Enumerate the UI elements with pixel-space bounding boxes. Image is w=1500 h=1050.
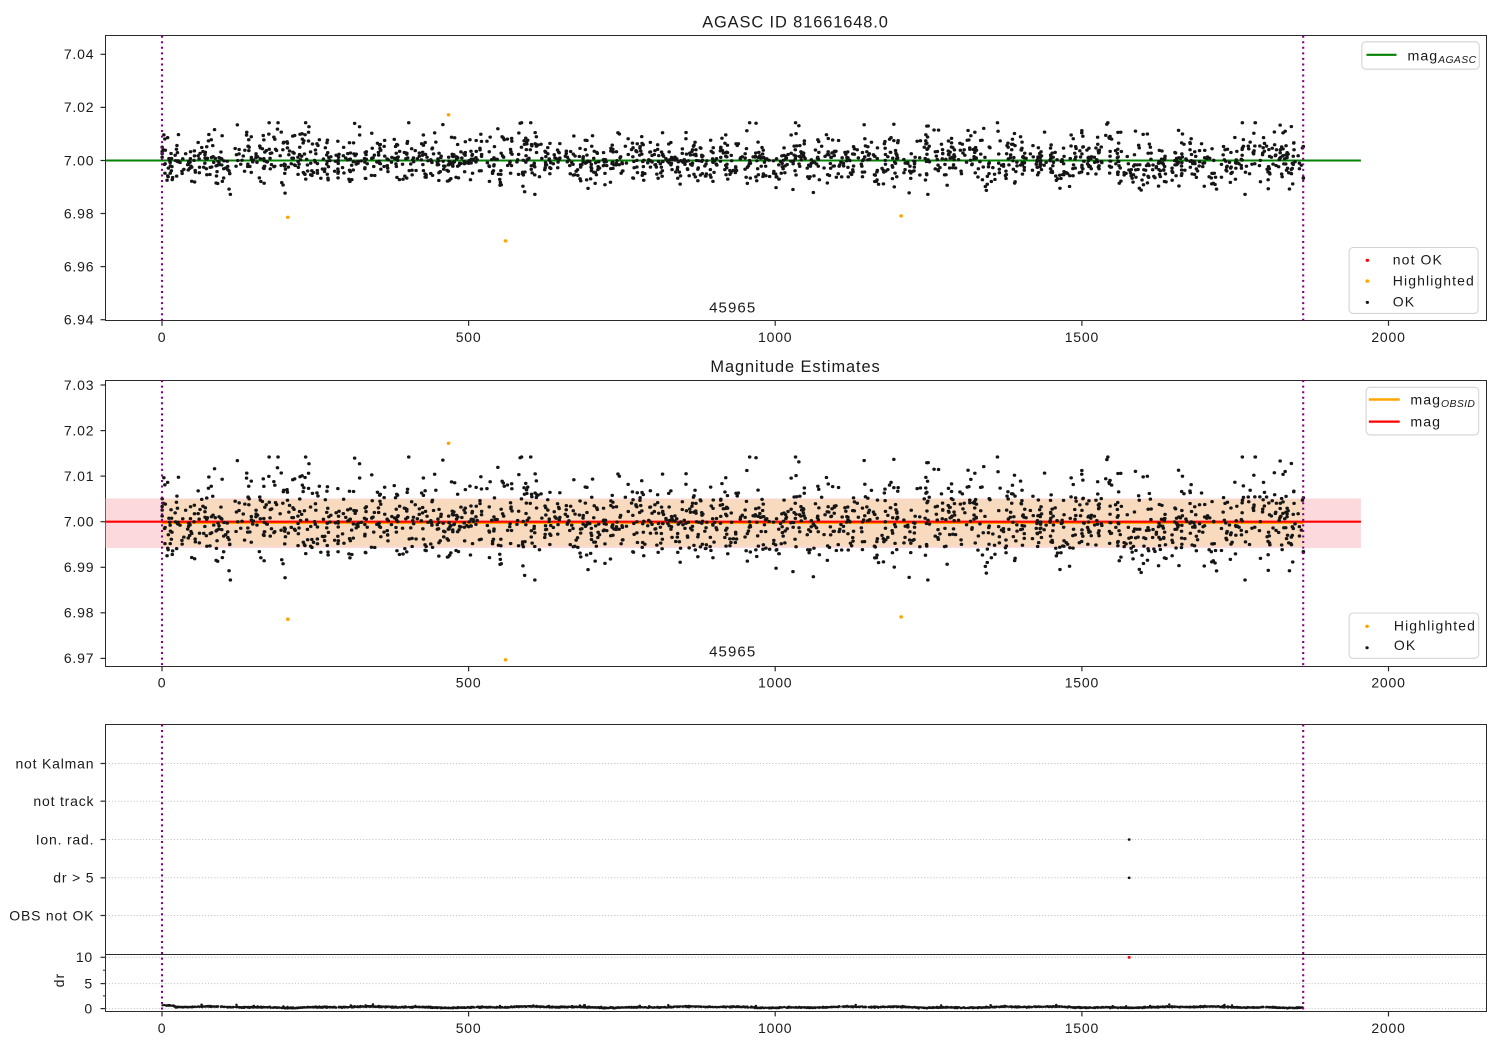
svg-text:500: 500 — [456, 1020, 482, 1036]
svg-text:not Kalman: not Kalman — [15, 755, 94, 771]
svg-text:45965: 45965 — [709, 300, 756, 317]
svg-text:2000: 2000 — [1371, 1020, 1405, 1036]
svg-text:dr > 5: dr > 5 — [53, 870, 94, 886]
svg-text:0: 0 — [158, 675, 167, 691]
svg-text:0: 0 — [158, 1020, 167, 1036]
svg-text:OK: OK — [1394, 637, 1416, 653]
svg-text:45965: 45965 — [709, 644, 756, 661]
svg-text:10: 10 — [76, 949, 93, 965]
svg-text:1500: 1500 — [1065, 675, 1099, 691]
svg-text:1000: 1000 — [758, 329, 792, 345]
svg-text:6.98: 6.98 — [64, 605, 94, 621]
svg-text:mag: mag — [1410, 414, 1441, 430]
svg-text:OK: OK — [1393, 294, 1415, 310]
svg-text:Magnitude Estimates: Magnitude Estimates — [710, 358, 880, 376]
svg-text:Highlighted: Highlighted — [1393, 272, 1475, 288]
svg-text:500: 500 — [456, 329, 482, 345]
svg-text:6.97: 6.97 — [64, 650, 94, 666]
svg-text:not OK: not OK — [1393, 251, 1443, 267]
svg-text:7.03: 7.03 — [64, 377, 94, 393]
svg-text:5: 5 — [84, 975, 93, 991]
svg-text:7.01: 7.01 — [64, 468, 94, 484]
svg-text:6.96: 6.96 — [64, 258, 94, 274]
svg-text:2000: 2000 — [1371, 675, 1405, 691]
svg-text:1000: 1000 — [758, 675, 792, 691]
svg-text:1500: 1500 — [1065, 329, 1099, 345]
svg-text:6.94: 6.94 — [64, 312, 94, 328]
svg-text:not track: not track — [33, 793, 94, 809]
svg-text:OBS not OK: OBS not OK — [9, 907, 94, 923]
svg-text:0: 0 — [158, 329, 167, 345]
svg-text:1000: 1000 — [758, 1020, 792, 1036]
svg-text:6.98: 6.98 — [64, 205, 94, 221]
svg-text:2000: 2000 — [1371, 329, 1405, 345]
svg-text:0: 0 — [84, 1000, 93, 1016]
svg-text:dr: dr — [51, 973, 67, 988]
svg-text:AGASC ID 81661648.0: AGASC ID 81661648.0 — [702, 14, 889, 32]
svg-text:7.04: 7.04 — [64, 46, 94, 62]
svg-text:7.02: 7.02 — [64, 422, 94, 438]
svg-text:Ion. rad.: Ion. rad. — [36, 831, 95, 847]
svg-text:1500: 1500 — [1065, 1020, 1099, 1036]
svg-text:7.00: 7.00 — [64, 514, 94, 530]
svg-text:500: 500 — [456, 675, 482, 691]
svg-text:7.02: 7.02 — [64, 99, 94, 115]
svg-text:6.99: 6.99 — [64, 559, 94, 575]
svg-text:7.00: 7.00 — [64, 152, 94, 168]
svg-text:Highlighted: Highlighted — [1394, 618, 1476, 634]
